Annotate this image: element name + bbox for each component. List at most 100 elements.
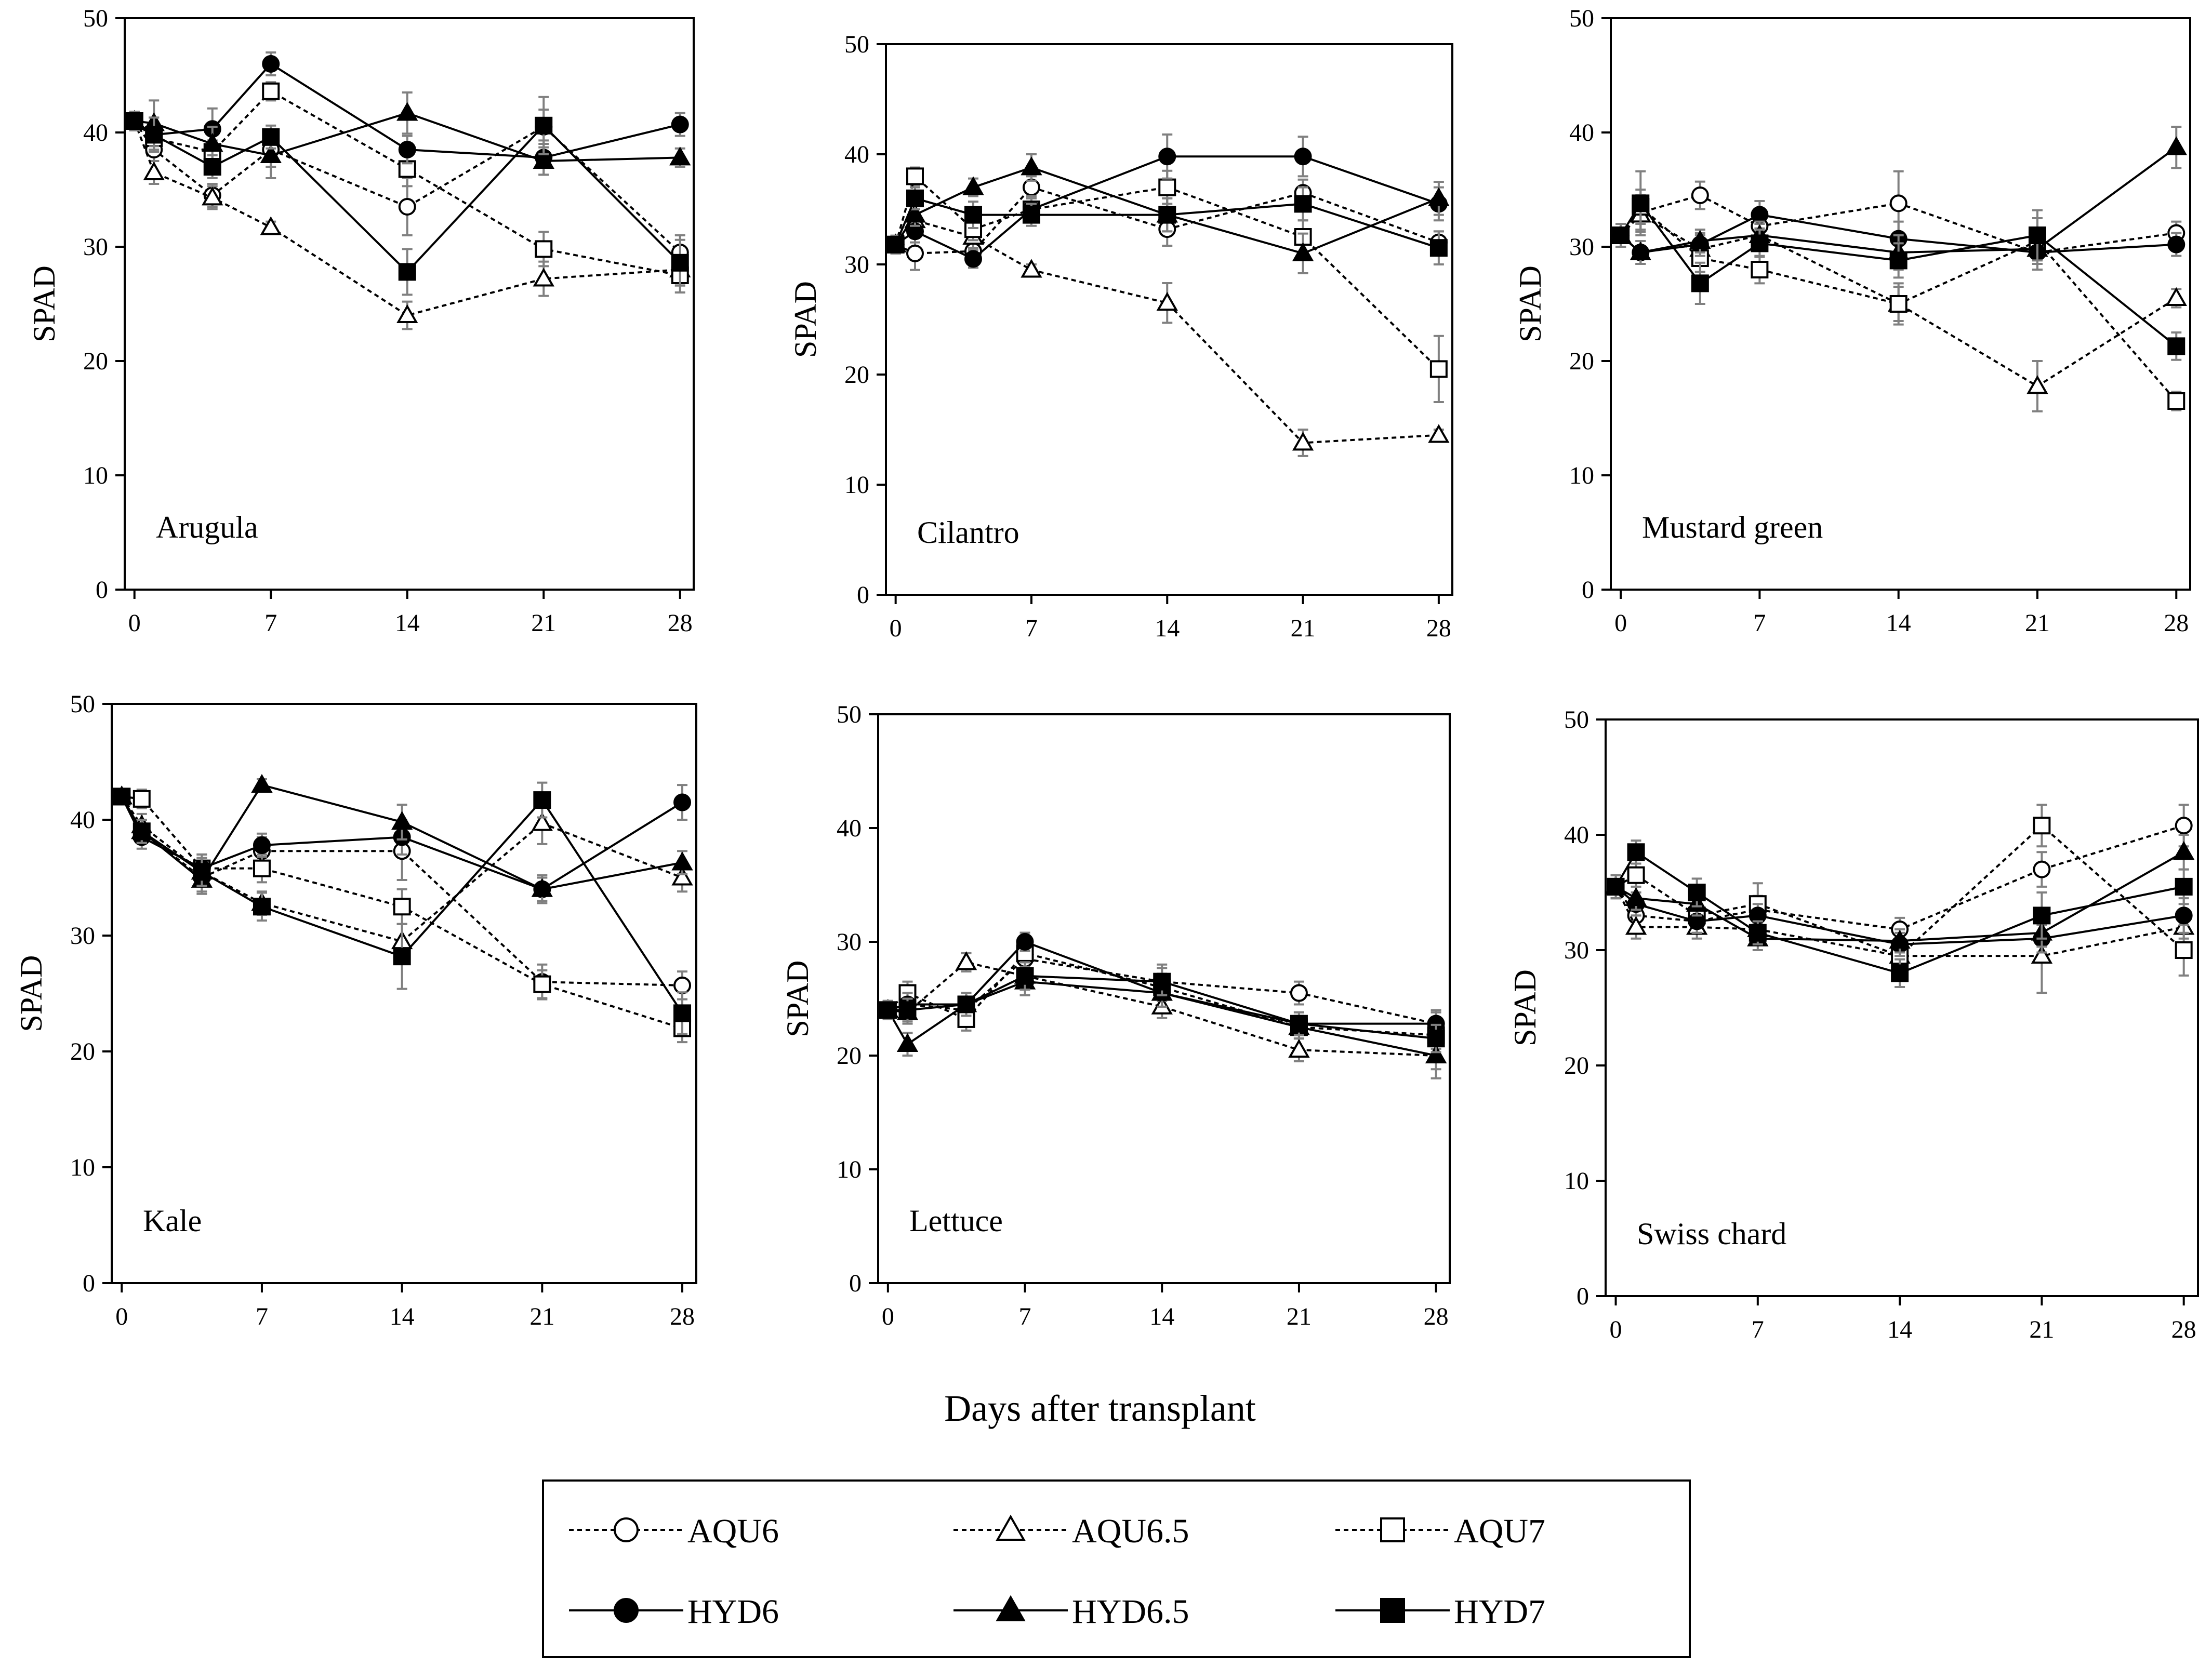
x-tick-label: 28 xyxy=(668,609,693,637)
data-point xyxy=(1156,291,1178,311)
y-tick-label: 10 xyxy=(1569,462,1594,489)
data-point xyxy=(1158,206,1176,224)
y-axis-title: SPAD xyxy=(1508,969,1542,1046)
x-tick-label: 14 xyxy=(1149,1303,1174,1330)
data-point xyxy=(113,788,131,806)
x-tick-label: 21 xyxy=(2029,1316,2054,1343)
plot-frame xyxy=(124,17,695,591)
data-point xyxy=(1158,148,1176,166)
legend: AQU6 AQU6.5 AQU7 HYD6 HYD6.5 HYD7 xyxy=(542,1479,1691,1658)
legend-label: AQU7 xyxy=(1454,1512,1545,1550)
data-point xyxy=(398,263,416,281)
y-axis-title: SPAD xyxy=(27,265,61,342)
data-point xyxy=(1688,884,1706,901)
y-tick-label: 20 xyxy=(1564,1052,1589,1079)
data-point xyxy=(2028,226,2046,244)
data-point xyxy=(964,250,982,268)
legend-box xyxy=(542,1479,1691,1658)
data-point xyxy=(2165,136,2187,155)
legend-item-hyd7: HYD7 xyxy=(1335,1593,1545,1631)
series-hyd7 xyxy=(1607,839,2193,989)
data-point xyxy=(1294,195,1312,213)
series-hyd7 xyxy=(113,781,692,1035)
plot-frame xyxy=(885,43,1453,596)
y-tick-label: 40 xyxy=(844,141,869,168)
panel-lettuce: 0 10 20 30 40 50 0 7 14 21 28 SPAD Lettuce xyxy=(780,701,1451,1330)
legend-marker xyxy=(614,1517,639,1542)
data-point xyxy=(1292,242,1314,261)
data-point xyxy=(962,176,984,195)
x-tick-label: 0 xyxy=(1610,1316,1622,1343)
data-point xyxy=(133,822,151,841)
panel-swiss-chard: 0 10 20 30 40 50 0 7 14 21 28 SPAD Swiss chard xyxy=(1508,706,2199,1343)
data-point xyxy=(2175,817,2193,835)
data-point xyxy=(1016,967,1034,985)
y-axis-title: SPAD xyxy=(1513,265,1547,342)
data-point xyxy=(202,186,223,206)
y-tick-label: 0 xyxy=(849,1270,862,1297)
data-point xyxy=(2167,392,2185,410)
panel-title: Kale xyxy=(143,1204,202,1238)
x-tick-label: 0 xyxy=(890,615,902,642)
data-point xyxy=(531,878,553,897)
x-axis-title: Days after transplant xyxy=(944,1388,1256,1429)
data-point xyxy=(1751,206,1769,224)
x-tick-label: 21 xyxy=(1287,1303,1312,1330)
y-tick-label: 20 xyxy=(70,1038,95,1065)
data-point xyxy=(125,112,143,130)
legend-label: HYD7 xyxy=(1454,1593,1545,1631)
data-point xyxy=(2033,860,2051,878)
y-tick-label: 20 xyxy=(83,348,108,375)
y-tick-label: 20 xyxy=(837,1042,862,1070)
y-tick-label: 0 xyxy=(83,1270,95,1297)
data-point xyxy=(393,948,411,966)
x-tick-label: 28 xyxy=(670,1303,695,1330)
data-point xyxy=(906,167,924,185)
data-point xyxy=(1632,194,1650,212)
x-tick-label: 21 xyxy=(529,1303,554,1330)
data-point xyxy=(673,1004,692,1022)
data-point xyxy=(1889,251,1908,270)
data-point xyxy=(262,82,280,100)
plot-frame xyxy=(877,713,1451,1284)
data-point xyxy=(253,836,271,855)
y-tick-label: 30 xyxy=(837,928,862,956)
series-hyd7 xyxy=(886,186,1448,265)
y-tick-label: 50 xyxy=(844,31,869,58)
y-tick-label: 30 xyxy=(844,251,869,278)
data-point xyxy=(1627,866,1645,884)
legend-item-aqu7: AQU7 xyxy=(1335,1512,1545,1550)
y-tick-label: 0 xyxy=(857,581,869,609)
data-point xyxy=(535,240,553,258)
data-point xyxy=(673,793,692,811)
y-tick-label: 0 xyxy=(1582,576,1594,604)
x-tick-label: 14 xyxy=(390,1303,415,1330)
plot-frame xyxy=(1610,17,2191,591)
x-tick-label: 14 xyxy=(1887,1316,1912,1343)
x-tick-label: 28 xyxy=(2164,609,2189,637)
data-point xyxy=(396,102,418,121)
data-point xyxy=(393,898,411,916)
x-tick-label: 7 xyxy=(1752,1316,1764,1343)
data-point xyxy=(203,158,221,176)
legend-label: HYD6.5 xyxy=(1072,1593,1189,1631)
series-hyd7 xyxy=(125,96,689,296)
legend-item-hyd6-5: HYD6.5 xyxy=(953,1593,1189,1631)
y-tick-label: 40 xyxy=(83,119,108,146)
data-point xyxy=(1021,156,1042,176)
data-point xyxy=(673,976,692,994)
panel-cilantro: 0 10 20 30 40 50 0 7 14 21 28 SPAD Cilantro xyxy=(788,31,1453,642)
panel-title: Cilantro xyxy=(917,515,1019,550)
x-tick-label: 14 xyxy=(1886,609,1911,637)
data-point xyxy=(1625,887,1647,906)
data-point xyxy=(262,128,280,146)
data-point xyxy=(906,244,924,262)
data-point xyxy=(2033,906,2051,925)
data-point xyxy=(193,863,211,881)
y-tick-label: 10 xyxy=(83,462,108,489)
data-point xyxy=(1689,230,1711,249)
legend-item-hyd6: HYD6 xyxy=(569,1593,779,1631)
data-point xyxy=(2167,337,2185,355)
data-point xyxy=(669,146,691,166)
